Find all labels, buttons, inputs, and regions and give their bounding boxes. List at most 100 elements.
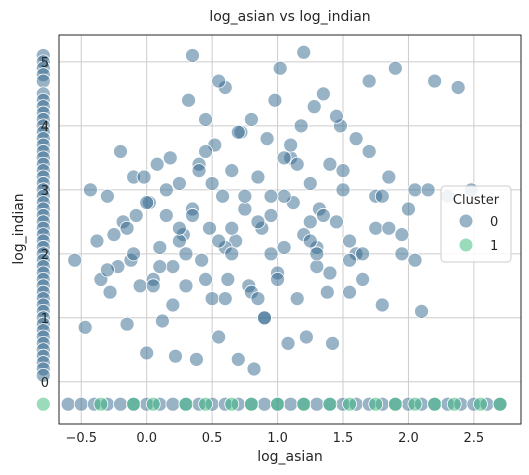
data-point (60, 396, 76, 412)
data-point (335, 163, 351, 179)
y-tick-label: 1 (41, 312, 49, 327)
data-point (246, 361, 262, 377)
data-point (368, 220, 384, 236)
data-point (217, 291, 233, 306)
data-point (158, 208, 174, 223)
data-point (119, 220, 135, 236)
data-point (250, 169, 266, 185)
data-point (35, 73, 51, 89)
data-point (194, 252, 210, 268)
data-point (450, 80, 466, 95)
data-point (407, 396, 423, 412)
data-point (296, 396, 312, 412)
data-point (322, 265, 338, 281)
data-point (243, 112, 259, 127)
data-point (280, 335, 296, 351)
data-point (355, 246, 371, 262)
legend-label-0: 0 (490, 215, 498, 230)
data-point (191, 163, 207, 179)
data-point (302, 233, 318, 249)
data-point (168, 348, 183, 364)
data-point (237, 201, 253, 217)
data-point (198, 112, 213, 127)
data-point (394, 227, 410, 243)
data-point (139, 345, 155, 361)
data-point (67, 252, 83, 268)
data-point (202, 220, 217, 236)
data-point (215, 188, 230, 204)
data-point (302, 214, 318, 230)
data-point (178, 278, 194, 294)
data-point (322, 396, 338, 412)
data-point (126, 396, 142, 412)
data-point (181, 92, 196, 108)
data-point (154, 313, 170, 329)
series-1 (35, 396, 508, 412)
data-point (224, 220, 240, 236)
data-point (263, 188, 279, 204)
data-point (394, 246, 410, 262)
data-point (325, 335, 340, 351)
data-point (83, 182, 98, 198)
data-points (35, 44, 508, 412)
legend-title: Cluster (453, 193, 500, 208)
x-tick-label: −0.5 (65, 431, 97, 446)
data-point (309, 259, 325, 275)
data-point (128, 208, 144, 223)
data-point (93, 396, 109, 412)
data-point (119, 316, 135, 332)
data-point (374, 188, 390, 204)
data-point (165, 396, 181, 412)
data-point (243, 396, 259, 412)
data-point (276, 150, 292, 166)
data-point (113, 144, 128, 159)
data-point (342, 233, 357, 249)
data-point (302, 176, 318, 191)
data-point (132, 278, 148, 294)
data-point (420, 182, 436, 198)
legend-box (440, 185, 512, 263)
data-point (319, 284, 335, 300)
data-point (368, 396, 384, 412)
data-point (250, 214, 266, 230)
data-point (387, 396, 403, 412)
data-point (306, 99, 322, 115)
data-point (172, 176, 187, 191)
data-point (342, 284, 357, 300)
data-point (189, 351, 204, 367)
data-point (35, 396, 51, 412)
data-point (230, 351, 246, 367)
data-point (298, 329, 314, 345)
data-point (276, 240, 292, 255)
data-point (89, 233, 105, 249)
data-point (178, 396, 194, 412)
data-point (492, 396, 508, 412)
data-point (198, 144, 213, 159)
data-point (257, 310, 272, 326)
data-point (267, 92, 283, 108)
data-point (136, 169, 152, 185)
data-point (35, 367, 51, 383)
data-point (250, 291, 266, 306)
data-point (276, 188, 292, 204)
data-point (149, 156, 165, 172)
data-point (185, 48, 200, 63)
data-point (77, 319, 93, 335)
data-point (407, 252, 423, 268)
data-point (126, 246, 142, 262)
data-point (224, 246, 240, 262)
data-point (106, 227, 122, 243)
data-point (289, 291, 305, 306)
y-tick-label: 3 (41, 184, 49, 199)
data-point (296, 44, 312, 60)
legend-label-1: 1 (490, 239, 498, 254)
data-point (293, 118, 309, 134)
data-point (145, 396, 161, 412)
data-point (407, 182, 423, 198)
data-point (381, 169, 397, 185)
data-point (220, 272, 236, 287)
data-point (102, 284, 118, 300)
data-point (165, 297, 181, 313)
data-point (348, 131, 364, 147)
x-tick-label: 0.0 (136, 431, 157, 446)
